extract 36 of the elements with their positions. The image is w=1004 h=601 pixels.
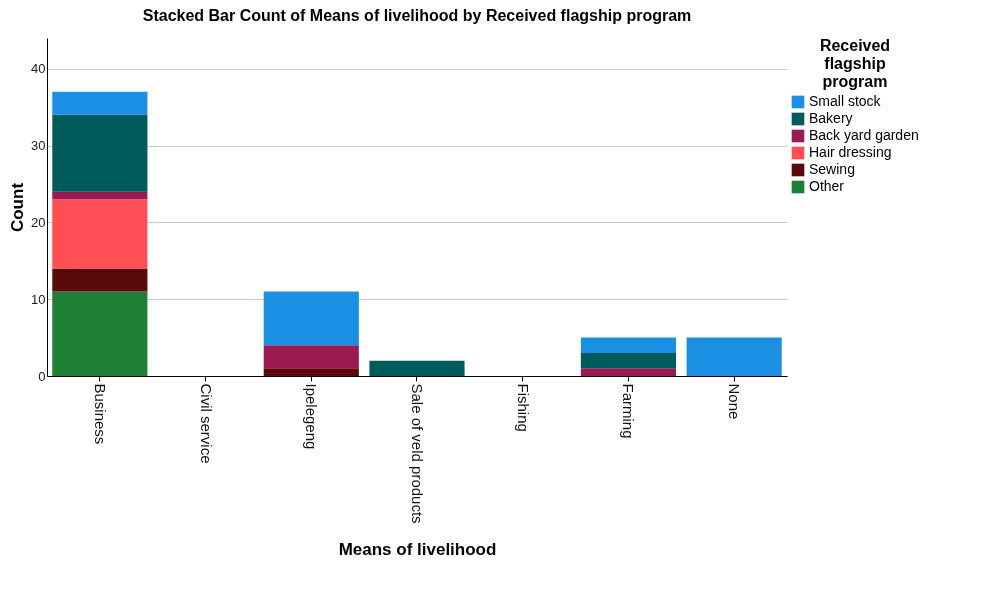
bar bbox=[686, 337, 782, 376]
x-tick-label: Farming bbox=[620, 383, 638, 439]
y-tick-label: 10 bbox=[31, 291, 46, 307]
legend-label: Back yard garden bbox=[809, 127, 919, 143]
x-axis-title: Means of livelihood bbox=[338, 539, 497, 559]
y-axis-title: Count bbox=[8, 182, 28, 233]
legend-label: Hair dressing bbox=[809, 144, 892, 160]
bar bbox=[52, 199, 148, 269]
legend-label: Sewing bbox=[809, 161, 855, 177]
bar bbox=[580, 368, 676, 376]
legend-title: Received flagship program bbox=[819, 37, 891, 90]
bar bbox=[263, 345, 359, 369]
x-tick-label: Sale of veld products bbox=[409, 383, 426, 524]
x-tick-label: Business bbox=[91, 383, 109, 445]
x-tick-label: None bbox=[726, 383, 744, 420]
bar bbox=[263, 368, 359, 376]
bar bbox=[580, 337, 676, 353]
y-tick-label: 20 bbox=[31, 214, 46, 230]
bar bbox=[52, 114, 148, 192]
y-tick-label: 0 bbox=[38, 368, 46, 384]
x-tick-label: Ipelegeng bbox=[303, 383, 321, 450]
bar bbox=[52, 291, 148, 376]
x-tick-label: Fishing bbox=[514, 383, 532, 432]
y-tick-label: 30 bbox=[31, 138, 46, 154]
bar bbox=[263, 291, 359, 346]
y-tick-label: 40 bbox=[31, 61, 46, 77]
bar bbox=[52, 268, 148, 292]
legend-label: Small stock bbox=[809, 93, 882, 109]
bar bbox=[52, 191, 148, 200]
bar bbox=[369, 360, 465, 376]
bar bbox=[580, 352, 676, 369]
legend-label: Other bbox=[809, 178, 845, 194]
x-tick-label: Civil service bbox=[197, 383, 215, 464]
chart-title: Stacked Bar Count of Means of livelihood by Received flagship program bbox=[142, 7, 692, 24]
legend-label: Bakery bbox=[809, 110, 853, 126]
bar bbox=[52, 91, 148, 115]
